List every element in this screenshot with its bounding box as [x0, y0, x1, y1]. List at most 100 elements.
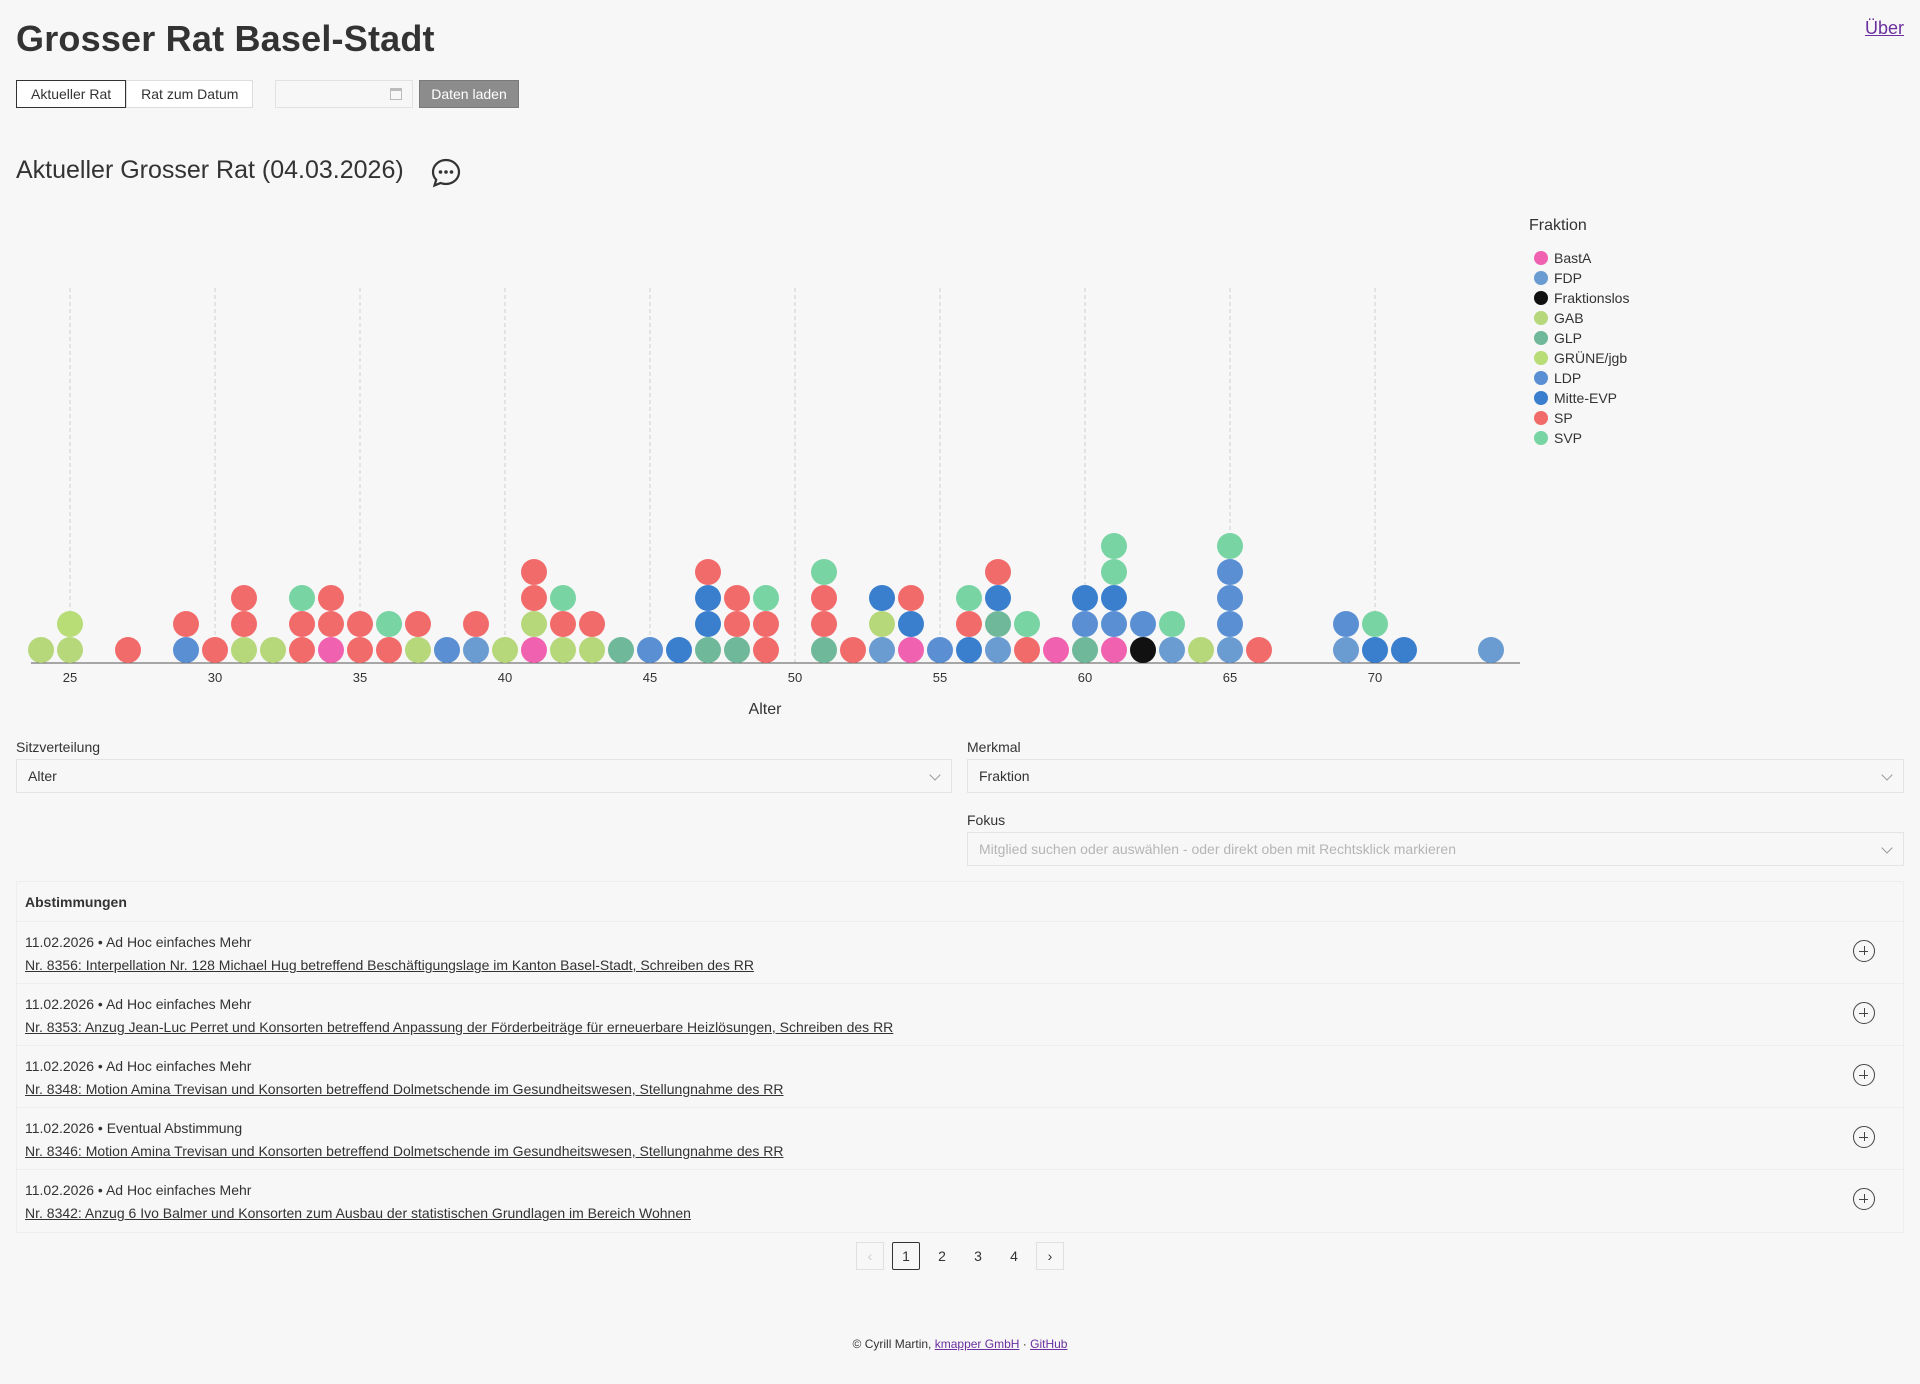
member-dot[interactable]	[1014, 611, 1040, 637]
member-dot[interactable]	[1130, 637, 1156, 663]
member-dot[interactable]	[1101, 559, 1127, 585]
member-dot[interactable]	[463, 637, 489, 663]
member-dot[interactable]	[376, 637, 402, 663]
member-dot[interactable]	[521, 637, 547, 663]
prev-page-button[interactable]: ‹	[856, 1242, 884, 1270]
member-dot[interactable]	[1217, 611, 1243, 637]
load-data-button[interactable]: Daten laden	[419, 80, 519, 108]
member-dot[interactable]	[521, 559, 547, 585]
member-dot[interactable]	[1217, 637, 1243, 663]
member-dot[interactable]	[318, 611, 344, 637]
member-dot[interactable]	[898, 611, 924, 637]
member-dot[interactable]	[1246, 637, 1272, 663]
member-dot[interactable]	[724, 585, 750, 611]
member-dot[interactable]	[376, 611, 402, 637]
member-dot[interactable]	[550, 585, 576, 611]
member-dot[interactable]	[1101, 533, 1127, 559]
expand-plus-icon[interactable]	[1853, 1064, 1875, 1086]
member-dot[interactable]	[927, 637, 953, 663]
member-dot[interactable]	[1072, 637, 1098, 663]
member-dot[interactable]	[1333, 611, 1359, 637]
member-dot[interactable]	[1217, 585, 1243, 611]
member-dot[interactable]	[985, 559, 1011, 585]
member-dot[interactable]	[1217, 559, 1243, 585]
member-dot[interactable]	[1478, 637, 1504, 663]
member-dot[interactable]	[695, 559, 721, 585]
member-dot[interactable]	[1217, 533, 1243, 559]
sitzverteilung-select[interactable]: Alter	[16, 759, 952, 793]
member-dot[interactable]	[550, 637, 576, 663]
comment-icon[interactable]	[430, 157, 462, 189]
page-2[interactable]: 2	[938, 1248, 946, 1264]
member-dot[interactable]	[492, 637, 518, 663]
member-dot[interactable]	[753, 611, 779, 637]
legend-item[interactable]: SP	[1534, 408, 1629, 428]
member-dot[interactable]	[579, 637, 605, 663]
member-dot[interactable]	[608, 637, 634, 663]
member-dot[interactable]	[1014, 637, 1040, 663]
next-page-button[interactable]: ›	[1036, 1242, 1064, 1270]
member-dot[interactable]	[521, 611, 547, 637]
member-dot[interactable]	[173, 611, 199, 637]
member-dot[interactable]	[289, 611, 315, 637]
member-dot[interactable]	[1101, 585, 1127, 611]
member-dot[interactable]	[202, 637, 228, 663]
member-dot[interactable]	[57, 637, 83, 663]
member-dot[interactable]	[898, 585, 924, 611]
member-dot[interactable]	[1043, 637, 1069, 663]
member-dot[interactable]	[115, 637, 141, 663]
calendar-icon[interactable]	[390, 88, 402, 100]
kmapper-link[interactable]: kmapper GmbH	[934, 1337, 1020, 1351]
member-dot[interactable]	[57, 611, 83, 637]
member-dot[interactable]	[956, 611, 982, 637]
member-dot[interactable]	[289, 637, 315, 663]
member-dot[interactable]	[173, 637, 199, 663]
legend-item[interactable]: Fraktionslos	[1534, 288, 1629, 308]
member-dot[interactable]	[811, 585, 837, 611]
legend-item[interactable]: LDP	[1534, 368, 1629, 388]
member-dot[interactable]	[724, 637, 750, 663]
tab-rat-zum-datum[interactable]: Rat zum Datum	[126, 80, 254, 108]
expand-plus-icon[interactable]	[1853, 1188, 1875, 1210]
tab-aktueller-rat[interactable]: Aktueller Rat	[16, 80, 127, 108]
member-dot[interactable]	[724, 611, 750, 637]
expand-plus-icon[interactable]	[1853, 1002, 1875, 1024]
page-1[interactable]: 1	[892, 1242, 920, 1270]
member-dot[interactable]	[405, 611, 431, 637]
member-dot[interactable]	[695, 637, 721, 663]
member-dot[interactable]	[1362, 611, 1388, 637]
legend-item[interactable]: GRÜNE/jgb	[1534, 348, 1629, 368]
member-dot[interactable]	[1188, 637, 1214, 663]
member-dot[interactable]	[1072, 585, 1098, 611]
member-dot[interactable]	[956, 637, 982, 663]
member-dot[interactable]	[550, 611, 576, 637]
member-dot[interactable]	[318, 637, 344, 663]
member-dot[interactable]	[1362, 637, 1388, 663]
member-dot[interactable]	[231, 585, 257, 611]
member-dot[interactable]	[463, 611, 489, 637]
legend-item[interactable]: GAB	[1534, 308, 1629, 328]
member-dot[interactable]	[1101, 611, 1127, 637]
vote-title-link[interactable]: Nr. 8346: Motion Amina Trevisan und Kons…	[25, 1143, 784, 1159]
vote-title-link[interactable]: Nr. 8353: Anzug Jean-Luc Perret und Kons…	[25, 1019, 894, 1035]
legend-item[interactable]: Mitte-EVP	[1534, 388, 1629, 408]
about-link[interactable]: Über	[1864, 18, 1904, 38]
member-dot[interactable]	[1130, 611, 1156, 637]
member-dot[interactable]	[579, 611, 605, 637]
legend-item[interactable]: BastA	[1534, 248, 1629, 268]
member-dot[interactable]	[1101, 637, 1127, 663]
member-dot[interactable]	[1159, 637, 1185, 663]
member-dot[interactable]	[637, 637, 663, 663]
merkmal-select[interactable]: Fraktion	[967, 759, 1904, 793]
member-dot[interactable]	[869, 611, 895, 637]
member-dot[interactable]	[434, 637, 460, 663]
member-dot[interactable]	[985, 611, 1011, 637]
member-dot[interactable]	[347, 611, 373, 637]
member-dot[interactable]	[1333, 637, 1359, 663]
github-link[interactable]: GitHub	[1030, 1337, 1068, 1351]
member-dot[interactable]	[347, 637, 373, 663]
page-3[interactable]: 3	[974, 1248, 982, 1264]
member-dot[interactable]	[405, 637, 431, 663]
expand-plus-icon[interactable]	[1853, 940, 1875, 962]
member-dot[interactable]	[811, 559, 837, 585]
